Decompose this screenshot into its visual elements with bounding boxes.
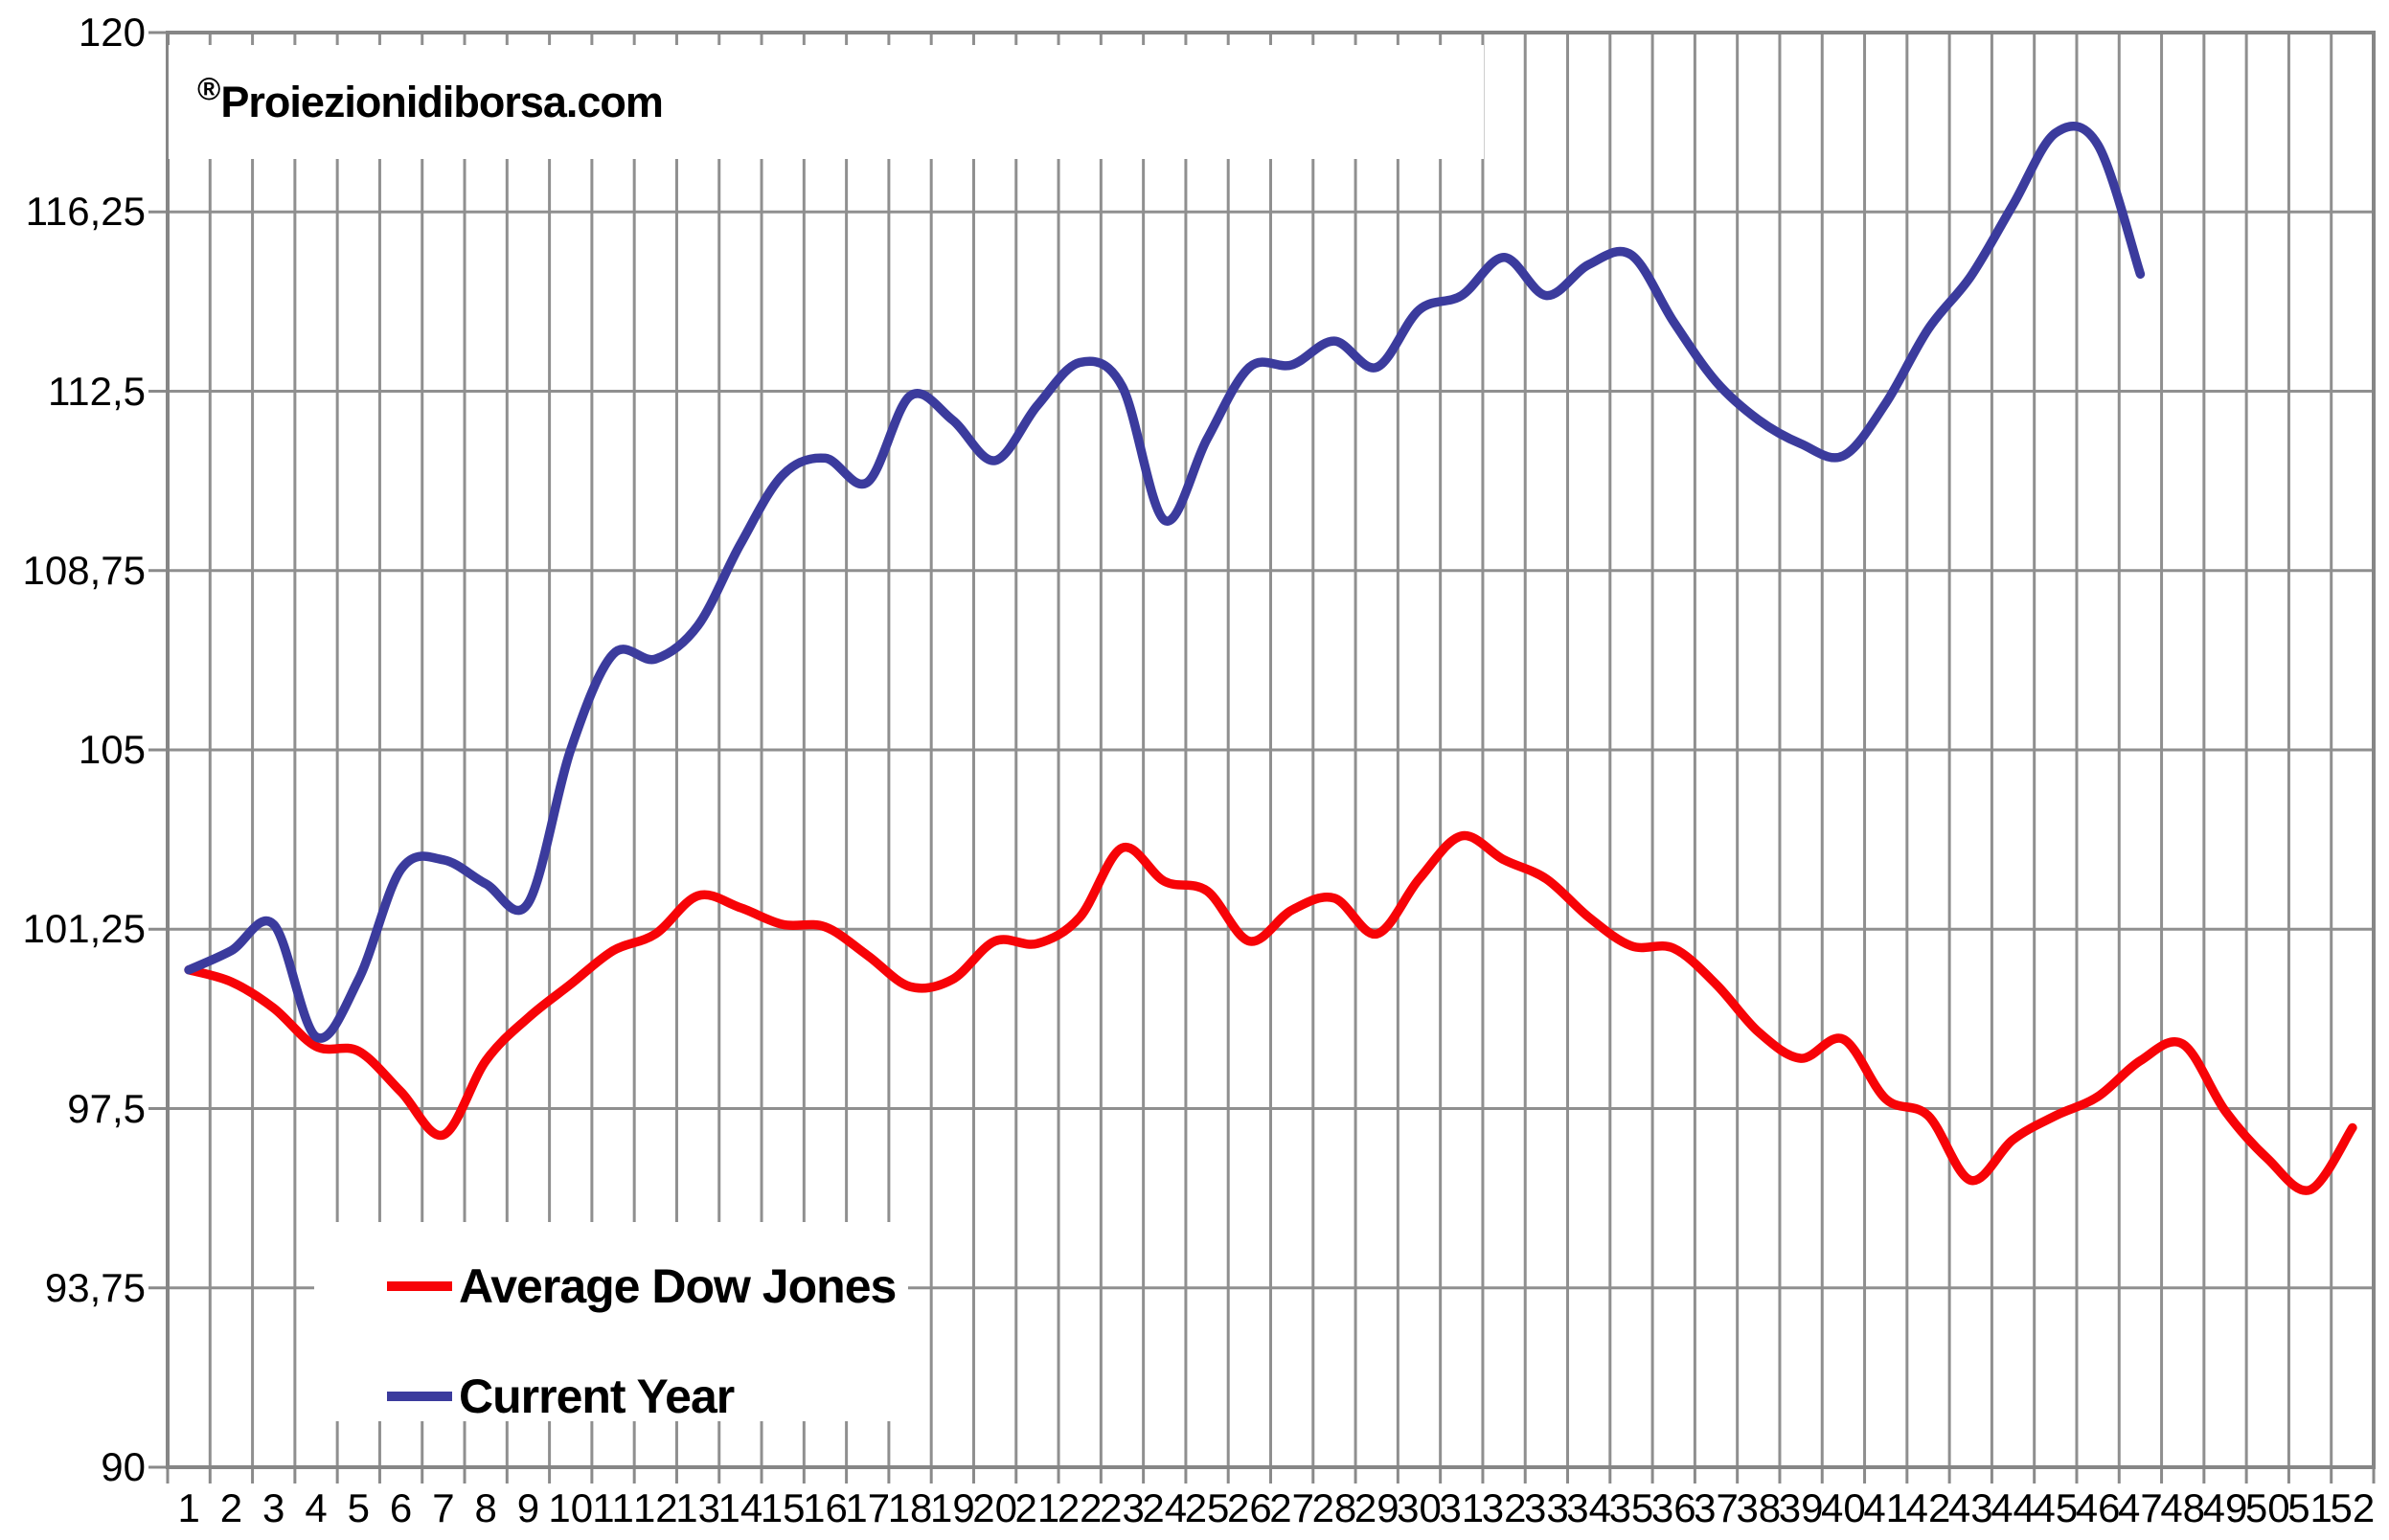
x-axis-tick-label: 29 bbox=[1354, 1485, 1399, 1530]
x-axis-tick-label: 52 bbox=[2330, 1485, 2376, 1530]
registered-trademark-icon: ® bbox=[197, 71, 221, 106]
series-line-average-dow-jones bbox=[184, 830, 2357, 1195]
legend-label-average-dow-jones: Average Dow Jones bbox=[459, 1259, 897, 1313]
watermark: ®Proiezionidiborsa.com bbox=[169, 45, 1484, 159]
x-axis-tick-label: 17 bbox=[845, 1485, 891, 1530]
x-axis-tick-label: 28 bbox=[1311, 1485, 1357, 1530]
x-axis-tick-label: 47 bbox=[2118, 1485, 2163, 1530]
red-line-swatch-icon bbox=[387, 1281, 452, 1291]
y-axis-tick-label: 120 bbox=[78, 10, 146, 55]
y-axis-tick-label: 97,5 bbox=[67, 1085, 146, 1131]
legend-item-average-dow-jones: Average Dow Jones bbox=[387, 1259, 897, 1313]
x-axis-tick-label: 46 bbox=[2075, 1485, 2121, 1530]
x-axis-tick-label: 24 bbox=[1142, 1485, 1188, 1530]
x-axis-tick-label: 33 bbox=[1524, 1485, 1569, 1530]
x-axis-tick-label: 18 bbox=[887, 1485, 933, 1530]
x-axis-tick-label: 42 bbox=[1905, 1485, 1951, 1530]
x-axis-tick-label: 44 bbox=[1991, 1485, 2036, 1530]
x-axis-tick-label: 2 bbox=[219, 1485, 243, 1530]
x-axis-tick-label: 45 bbox=[2033, 1485, 2079, 1530]
x-axis-tick-label: 19 bbox=[929, 1485, 975, 1530]
x-axis-tick-label: 39 bbox=[1778, 1485, 1824, 1530]
x-axis-tick-label: 37 bbox=[1694, 1485, 1739, 1530]
y-axis-tick-label: 105 bbox=[78, 727, 146, 772]
x-axis-tick-label: 51 bbox=[2287, 1485, 2332, 1530]
x-axis-tick-label: 21 bbox=[1014, 1485, 1060, 1530]
x-axis-tick-label: 31 bbox=[1439, 1485, 1485, 1530]
x-axis-tick-label: 36 bbox=[1650, 1485, 1696, 1530]
x-axis-tick-label: 50 bbox=[2244, 1485, 2290, 1530]
x-axis-tick-label: 1 bbox=[177, 1485, 200, 1530]
x-axis-tick-label: 15 bbox=[760, 1485, 806, 1530]
x-axis-tick-label: 7 bbox=[432, 1485, 455, 1530]
x-axis-tick-label: 20 bbox=[972, 1485, 1017, 1530]
x-axis-tick-label: 27 bbox=[1269, 1485, 1314, 1530]
legend-label-current-year: Current Year bbox=[459, 1370, 735, 1423]
x-axis-tick-label: 49 bbox=[2202, 1485, 2248, 1530]
x-axis-tick-label: 3 bbox=[262, 1485, 285, 1530]
x-axis-tick-label: 16 bbox=[803, 1485, 848, 1530]
y-axis-tick-label: 101,25 bbox=[22, 906, 146, 952]
blue-line-swatch-icon bbox=[387, 1392, 452, 1401]
y-axis-tick-label: 112,5 bbox=[48, 368, 146, 414]
legend: Average Dow Jones Current Year bbox=[314, 1222, 908, 1423]
x-axis-tick-label: 8 bbox=[474, 1485, 497, 1530]
x-axis-tick-label: 35 bbox=[1608, 1485, 1654, 1530]
y-axis-tick-label: 116,25 bbox=[25, 189, 146, 235]
x-axis-tick-label: 43 bbox=[1947, 1485, 1993, 1530]
series-line-current-year bbox=[184, 122, 2146, 1043]
y-axis-tick-label: 90 bbox=[101, 1444, 146, 1489]
x-axis-tick-label: 13 bbox=[675, 1485, 720, 1530]
x-axis-tick-label: 14 bbox=[717, 1485, 763, 1530]
x-axis-tick-label: 34 bbox=[1566, 1485, 1612, 1530]
x-axis-tick-label: 40 bbox=[1821, 1485, 1866, 1530]
x-axis-tick-label: 30 bbox=[1397, 1485, 1442, 1530]
x-axis-tick-label: 9 bbox=[516, 1485, 540, 1530]
legend-item-current-year: Current Year bbox=[387, 1370, 735, 1423]
watermark-text: Proiezionidiborsa.com bbox=[220, 78, 664, 126]
x-axis-tick-label: 6 bbox=[389, 1485, 413, 1530]
x-axis-tick-label: 4 bbox=[305, 1485, 328, 1530]
plot-border bbox=[166, 31, 2376, 1469]
x-axis-tick-label: 32 bbox=[1481, 1485, 1527, 1530]
x-axis-tick-label: 11 bbox=[592, 1485, 634, 1530]
x-axis-tick-label: 12 bbox=[632, 1485, 678, 1530]
y-axis-tick-label: 93,75 bbox=[44, 1264, 146, 1310]
x-axis-tick-label: 48 bbox=[2160, 1485, 2206, 1530]
x-axis-tick-label: 22 bbox=[1057, 1485, 1103, 1530]
x-axis-tick-label: 10 bbox=[548, 1485, 594, 1530]
x-axis-tick-label: 23 bbox=[1100, 1485, 1145, 1530]
x-axis-tick-label: 38 bbox=[1736, 1485, 1782, 1530]
x-axis-tick-label: 25 bbox=[1184, 1485, 1230, 1530]
x-axis-tick-label: 41 bbox=[1863, 1485, 1909, 1530]
x-axis-tick-label: 5 bbox=[347, 1485, 370, 1530]
x-axis-tick-label: 26 bbox=[1226, 1485, 1272, 1530]
y-axis-tick-label: 108,75 bbox=[22, 547, 146, 593]
